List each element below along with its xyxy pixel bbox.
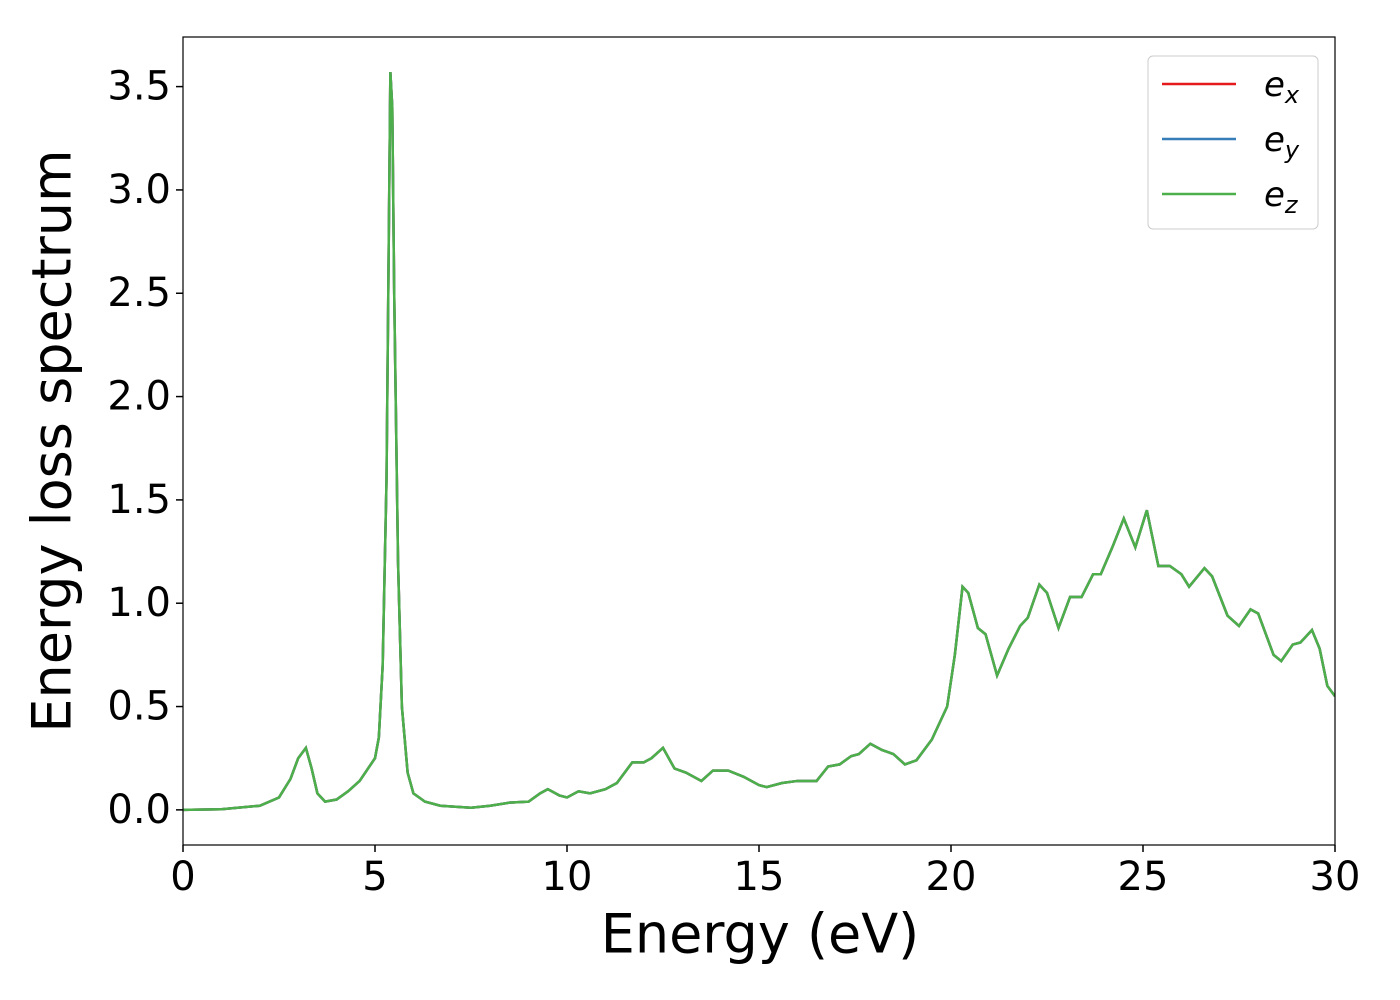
legend-sub: y: [1284, 136, 1300, 164]
x-tick-label: 10: [542, 854, 593, 900]
x-tick-label: 25: [1118, 854, 1169, 900]
y-tick-label: 0.0: [107, 787, 171, 833]
x-tick-label: 30: [1310, 854, 1361, 900]
y-tick-label: 3.0: [107, 167, 171, 213]
legend-base: e: [1264, 65, 1285, 105]
legend-box: [1147, 55, 1319, 230]
legend-label: ex: [1264, 65, 1300, 110]
y-axis-label: Energy loss spectrum: [21, 149, 84, 732]
legend-label: ey: [1264, 120, 1300, 165]
legend-base: e: [1264, 120, 1285, 160]
x-tick-label: 5: [362, 854, 387, 900]
legend-sub: x: [1284, 81, 1300, 109]
x-tick-label: 15: [734, 854, 785, 900]
y-tick-label: 2.0: [107, 374, 171, 420]
legend-base: e: [1264, 175, 1285, 215]
x-tick-label: 20: [926, 854, 977, 900]
y-tick-label: 1.5: [107, 477, 171, 523]
legend-sub: z: [1284, 191, 1299, 219]
x-axis-label: Energy (eV): [601, 903, 920, 966]
y-tick-label: 3.5: [107, 64, 171, 110]
y-tick-label: 0.5: [107, 684, 171, 730]
legend-label: ez: [1264, 175, 1299, 220]
y-tick-label: 1.0: [107, 580, 171, 626]
x-tick-label: 0: [170, 854, 195, 900]
y-tick-label: 2.5: [107, 270, 171, 316]
plot-frame: [182, 36, 1336, 846]
series-line: [183, 72, 1335, 812]
